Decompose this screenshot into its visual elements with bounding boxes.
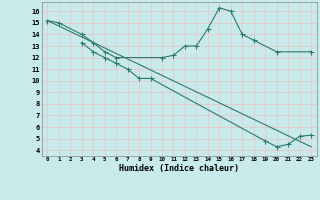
X-axis label: Humidex (Indice chaleur): Humidex (Indice chaleur)	[119, 164, 239, 173]
